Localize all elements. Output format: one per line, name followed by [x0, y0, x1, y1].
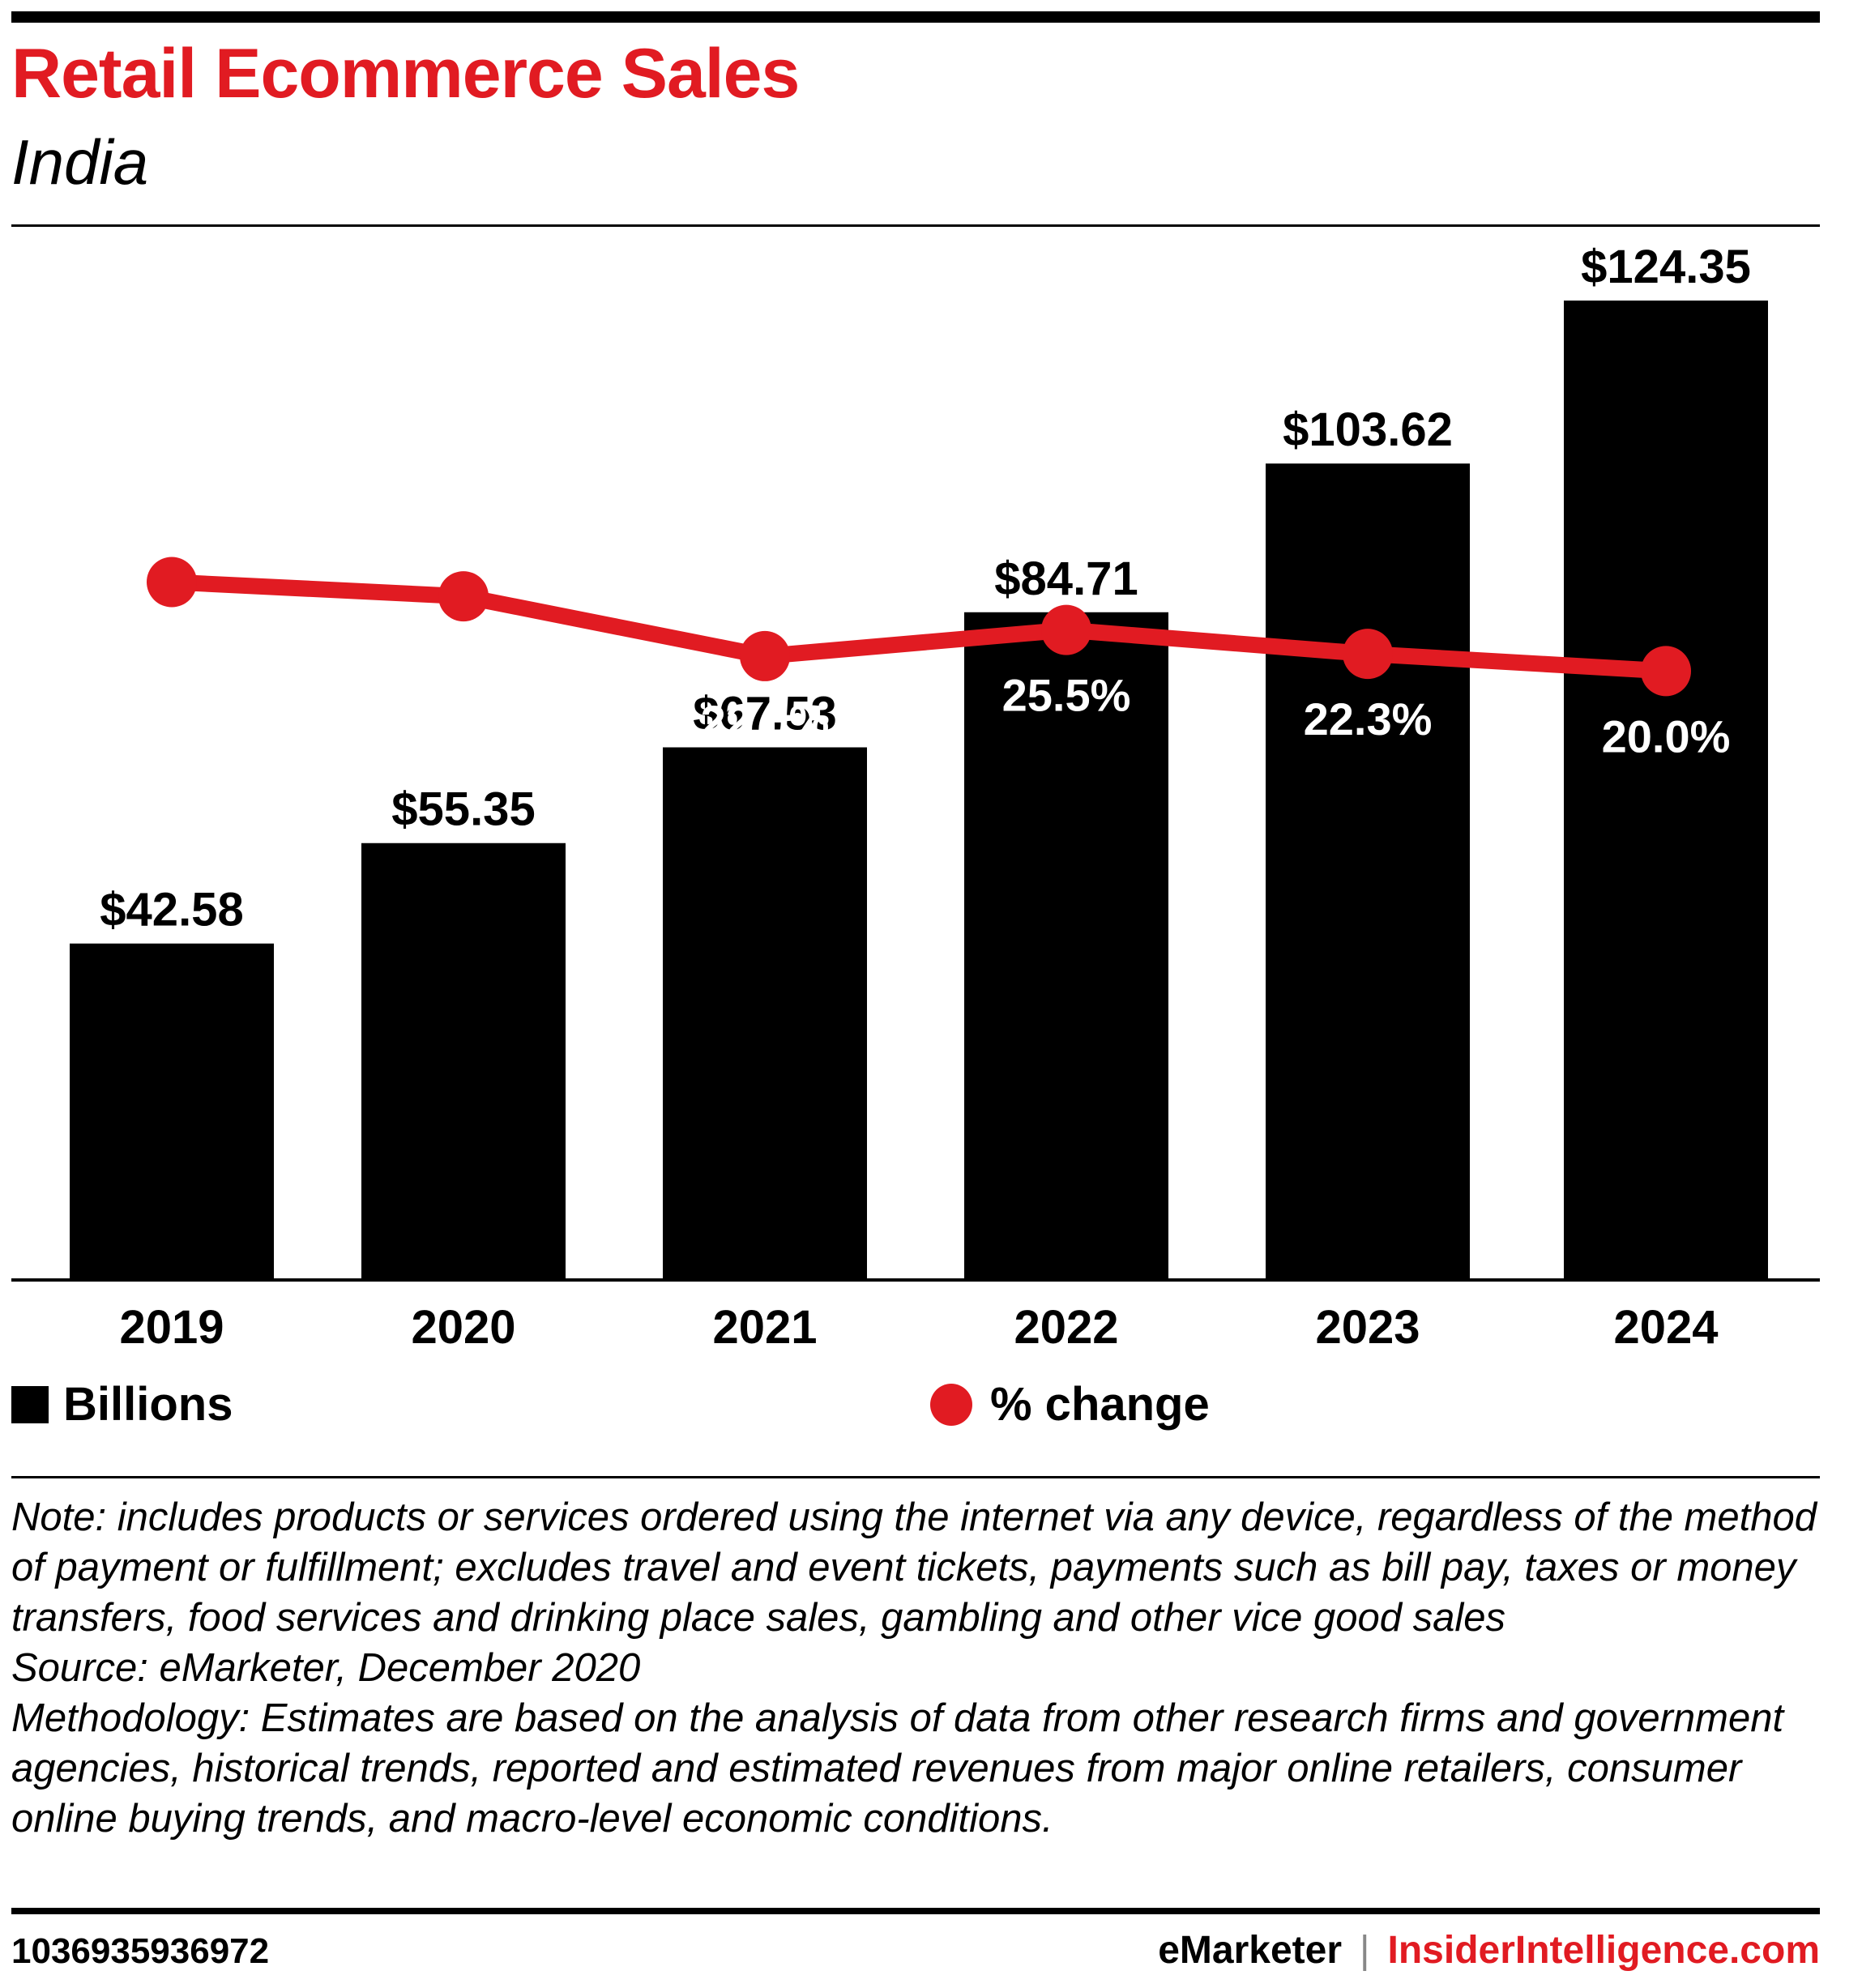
x-tick-label: 2022: [1014, 1301, 1118, 1354]
change-value-label: 30.0%: [399, 636, 528, 687]
chart-plot: $42.58 2019 $55.35 2020 $67.53 2021 $84.71 2022…: [11, 241, 1820, 1354]
change-point: [1041, 604, 1091, 655]
x-tick-label: 2019: [119, 1301, 224, 1354]
change-point: [147, 557, 197, 608]
x-tick-label: 2024: [1613, 1301, 1718, 1354]
source-text: Source: eMarketer, December 2020: [11, 1646, 641, 1690]
bar-2020: [361, 843, 566, 1278]
brand-site: InsiderIntelligence.com: [1387, 1929, 1820, 1972]
footer-rule: [11, 1908, 1820, 1914]
change-point: [1641, 646, 1691, 697]
footer-brand: eMarketer | InsiderIntelligence.com: [1158, 1928, 1820, 1973]
change-line: [171, 574, 1667, 680]
note-text: Note: includes products or services orde…: [11, 1495, 1817, 1640]
bar-value-label: $124.35: [1581, 241, 1751, 293]
notes-divider: [11, 1476, 1820, 1478]
methodology-text: Methodology: Estimates are based on the …: [11, 1696, 1784, 1841]
legend-billions: Billions: [11, 1377, 233, 1431]
brand-separator: |: [1360, 1929, 1370, 1972]
bar-2019: [70, 943, 274, 1278]
change-value-label: 20.0%: [1602, 710, 1731, 761]
bar-2024: [1564, 301, 1768, 1278]
change-value-label: 22.3%: [1304, 693, 1433, 744]
bar-value-label: $55.35: [391, 783, 535, 836]
change-point: [438, 571, 489, 622]
x-tick-label: 2021: [712, 1301, 817, 1354]
notes-block: Note: includes products or services orde…: [11, 1492, 1826, 1844]
brand-emarketer: eMarketer: [1158, 1929, 1343, 1972]
top-rule: [11, 11, 1820, 23]
bar-value-label: $67.53: [693, 688, 836, 740]
legend-change-label: % change: [990, 1378, 1210, 1431]
bar-value-label: $84.71: [994, 552, 1138, 605]
chart-title: Retail Ecommerce Sales: [11, 35, 800, 113]
change-value-label: 22.0%: [701, 696, 830, 747]
bar-value-label: $42.58: [100, 884, 243, 936]
change-value-label: 31.9%: [108, 622, 237, 673]
change-point: [1343, 629, 1393, 680]
bar-value-label: $103.62: [1283, 403, 1453, 456]
x-tick-label: 2020: [411, 1301, 515, 1354]
legend-change: % change: [930, 1377, 1210, 1431]
x-tick-label: 2023: [1315, 1301, 1420, 1354]
bar-2023: [1266, 463, 1470, 1278]
header-divider: [11, 224, 1820, 227]
bar-2021: [663, 747, 867, 1278]
legend-billions-label: Billions: [63, 1378, 233, 1431]
change-point: [740, 630, 790, 681]
bar-2022: [964, 612, 1168, 1278]
chart-subtitle: India: [11, 126, 149, 198]
legend-bar-swatch: [11, 1385, 49, 1423]
x-axis-line: [11, 1278, 1820, 1282]
chart-id: 1036935936972: [11, 1931, 270, 1971]
legend-line-dot: [930, 1383, 972, 1426]
change-value-label: 25.5%: [1002, 670, 1131, 721]
